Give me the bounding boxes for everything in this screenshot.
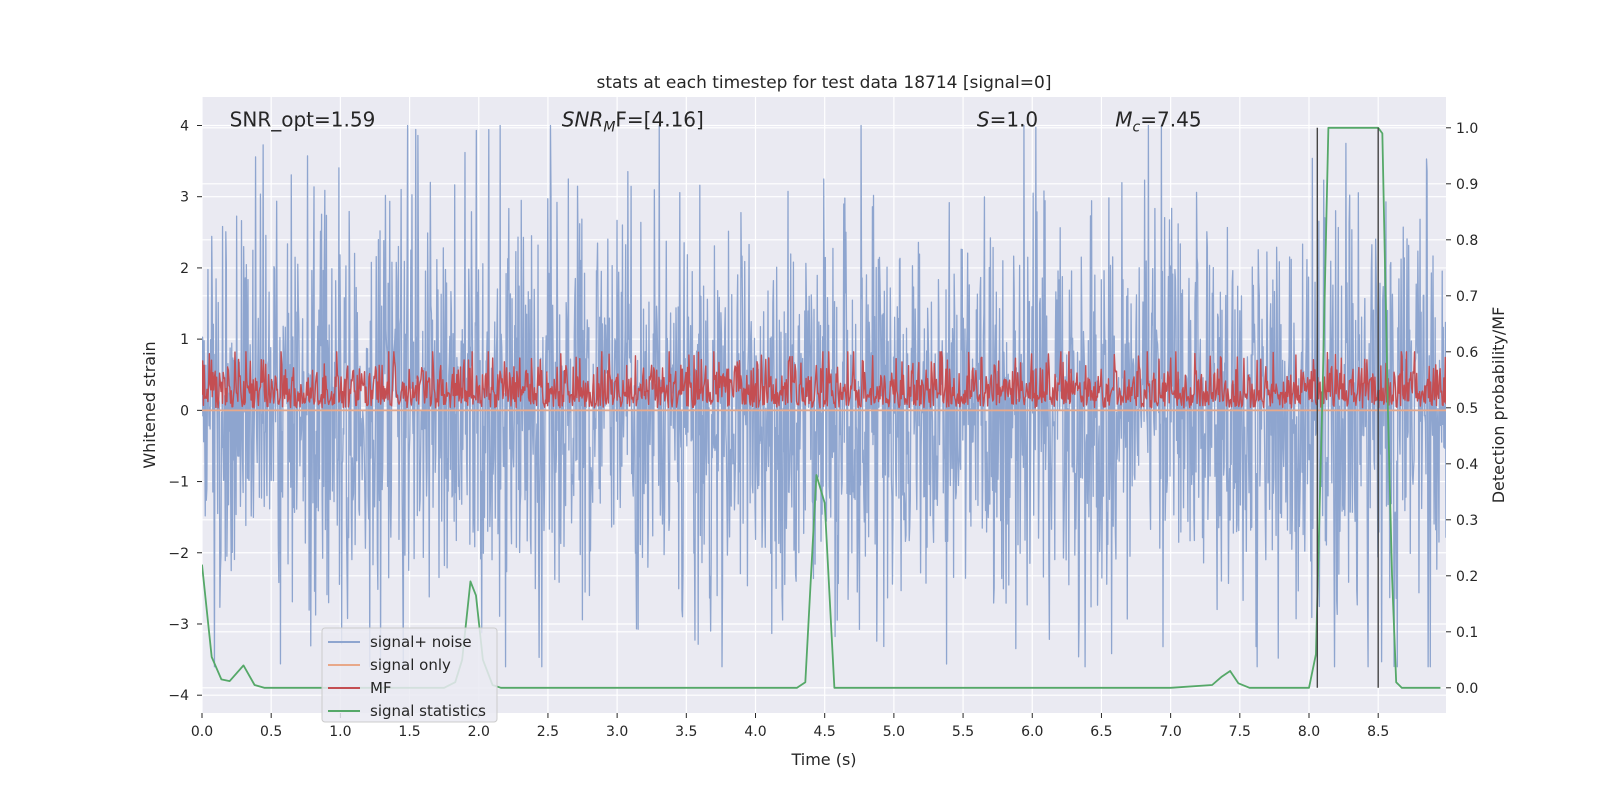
- legend-label: signal only: [370, 656, 451, 674]
- series-layer: [202, 124, 1446, 689]
- legend-box: [321, 627, 498, 723]
- right-y-tick-label: 0.6: [1456, 345, 1478, 361]
- legend-label: signal+ noise: [370, 633, 472, 651]
- annotation-layer: SNR_opt=1.59 SNRMF=[4.16] S=1.0 Mc=7.45: [230, 107, 1202, 135]
- right-y-tick-label: 0.4: [1456, 457, 1478, 473]
- right-y-tick-label: 0.0: [1456, 681, 1478, 697]
- y-tick-label: −2: [168, 546, 189, 562]
- annotation-rest: F=[4.16]: [615, 107, 703, 131]
- annotation-subscript: c: [1133, 119, 1141, 135]
- x-tick-label: 1.0: [329, 724, 351, 740]
- y-tick-label: 4: [180, 118, 189, 134]
- right-y-tick-label: 1.0: [1456, 121, 1478, 137]
- x-tick-label: 2.0: [468, 724, 490, 740]
- x-tick-label: 7.0: [1159, 724, 1181, 740]
- right-y-tick-label: 0.5: [1456, 401, 1478, 417]
- x-tick-label: 8.0: [1298, 724, 1320, 740]
- x-tick-label: 5.5: [952, 724, 974, 740]
- axis-layer: 0.0 0.5 1.0 1.5 2.0 2.5 3.0 3.5 4.0 4.5 5.0 5.5 6.0 6…: [168, 118, 1478, 740]
- right-y-axis-label: Detection probability/MF: [1489, 307, 1508, 504]
- y-tick-label: 1: [180, 332, 189, 348]
- annotation-text: SNRMF=[4.16]: [562, 107, 704, 135]
- x-tick-label: 2.5: [537, 724, 559, 740]
- x-tick-label: 0.5: [260, 724, 282, 740]
- right-y-tick-label: 0.8: [1456, 233, 1478, 249]
- series-line-2: [202, 351, 1446, 409]
- x-tick-label: 5.0: [883, 724, 905, 740]
- annotation-rest: =7.45: [1140, 107, 1201, 131]
- annotation-text: S=1.0: [977, 107, 1038, 131]
- y-tick-label: −1: [168, 475, 189, 491]
- right-y-tick-label: 0.9: [1456, 177, 1478, 193]
- right-y-tick-label: 0.1: [1456, 625, 1478, 641]
- x-tick-label: 3.5: [675, 724, 697, 740]
- x-tick-label: 6.5: [1090, 724, 1112, 740]
- vline-layer: [1316, 127, 1379, 688]
- y-tick-label: −4: [168, 688, 189, 704]
- annotation-text: Mc=7.45: [1115, 107, 1201, 135]
- x-tick-label: 1.5: [398, 724, 420, 740]
- y-tick-label: 2: [180, 261, 189, 277]
- x-tick-label: 8.5: [1367, 724, 1389, 740]
- legend-label: MF: [370, 679, 392, 697]
- x-tick-label: 7.5: [1229, 724, 1251, 740]
- annotation-base: SNR: [562, 107, 604, 131]
- series-line-0: [202, 124, 1446, 668]
- x-tick-label: 3.0: [606, 724, 628, 740]
- chart-title: stats at each timestep for test data 187…: [597, 73, 1052, 93]
- legend: signal+ noise signal only MF signal statist…: [321, 627, 498, 723]
- x-tick-label: 4.0: [744, 724, 766, 740]
- y-axis-label: Whitened strain: [140, 341, 159, 468]
- annotation-text: SNR_opt=1.59: [230, 107, 376, 131]
- y-tick-label: 3: [180, 190, 189, 206]
- x-tick-label: 6.0: [1021, 724, 1043, 740]
- legend-label: signal statistics: [370, 702, 486, 720]
- right-y-tick-label: 0.3: [1456, 513, 1478, 529]
- right-y-tick-label: 0.7: [1456, 289, 1478, 305]
- x-tick-label: 0.0: [191, 724, 213, 740]
- annotation-subscript: M: [603, 119, 615, 135]
- annotation-rest: =1.0: [990, 107, 1039, 131]
- annotation-base: S: [977, 107, 990, 131]
- right-y-tick-label: 0.2: [1456, 569, 1478, 585]
- x-axis-label: Time (s): [790, 750, 856, 769]
- y-tick-label: 0: [180, 403, 189, 419]
- x-tick-label: 4.5: [814, 724, 836, 740]
- annotation-base: M: [1115, 107, 1132, 131]
- y-tick-label: −3: [168, 617, 189, 633]
